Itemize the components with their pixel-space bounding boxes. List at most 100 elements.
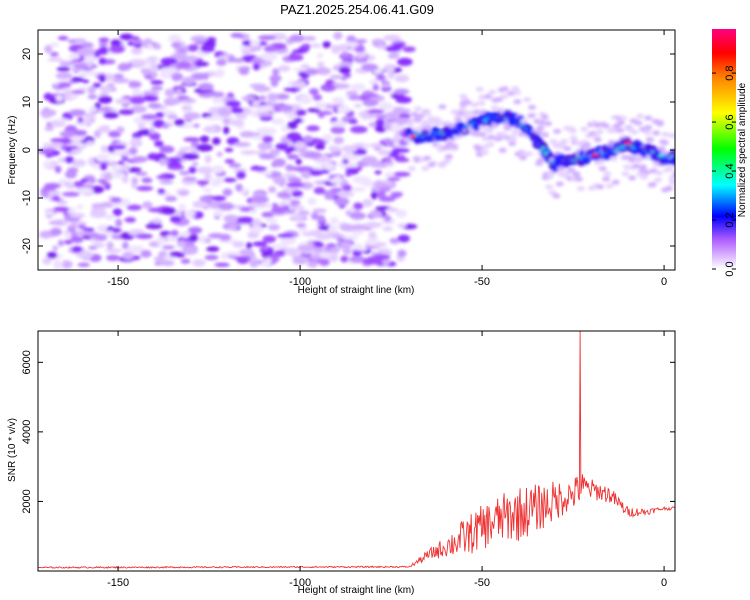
spectrogram-cell: [49, 42, 60, 47]
y-tick-label: -20: [21, 238, 33, 254]
spectrogram-cell: [155, 111, 165, 118]
spectrogram-cell: [457, 110, 466, 116]
spectrogram-cell: [423, 125, 432, 131]
spectrogram-cell: [82, 79, 90, 84]
spectrogram-cell: [250, 59, 268, 64]
spectrogram-cell: [167, 157, 182, 162]
spectrogram-cell: [376, 74, 386, 81]
spectrogram-cell: [346, 35, 356, 43]
spectrogram-cell: [73, 129, 88, 136]
spectrogram-cell: [212, 195, 227, 202]
spectrogram-cell: [384, 171, 395, 179]
spectrogram-cell: [61, 191, 80, 197]
spectrogram-cell: [421, 165, 430, 171]
spectrogram-cell: [122, 241, 129, 250]
spectrogram-cell: [395, 157, 410, 163]
spectrogram-cell: [107, 159, 116, 164]
spectrogram-cell: [258, 35, 276, 41]
x-tick-label: -150: [107, 276, 129, 288]
spectrogram-cell: [83, 174, 95, 181]
spectrogram-cell: [393, 88, 410, 95]
spectrogram-cell: [513, 90, 522, 96]
spectrogram-cell: [76, 204, 84, 210]
spectrogram-cell: [204, 172, 212, 182]
spectrogram-cell: [42, 160, 52, 168]
spectrogram-blobs: [38, 31, 675, 269]
spectrogram-cell: [307, 261, 318, 268]
spectrogram-cell: [340, 76, 348, 81]
spectrogram-cell: [287, 80, 295, 86]
spectrogram-cell: [389, 238, 399, 244]
spectrogram-cell: [206, 246, 220, 252]
spectrogram-cell: [229, 119, 245, 126]
spectrogram-cell: [183, 210, 194, 218]
spectrogram-cell: [280, 236, 297, 245]
spectrogram-cell: [170, 229, 179, 237]
spectrogram-cell: [330, 217, 339, 225]
spectrogram-cell: [296, 223, 307, 228]
spectrogram-cell: [287, 121, 298, 130]
spectrogram-cell: [369, 79, 379, 86]
spectrogram-cell: [231, 107, 244, 114]
spectrogram-cell: [316, 61, 325, 68]
spectrogram-cell: [644, 125, 653, 131]
spectrogram-cell: [216, 58, 227, 67]
spectrogram-cell: [57, 239, 65, 247]
spectrogram-cell: [44, 210, 54, 216]
spectrogram-cell: [142, 90, 160, 97]
spectrogram-cell: [536, 157, 545, 163]
spectrogram-cell: [77, 262, 90, 267]
spectrogram-cell: [263, 46, 277, 51]
spectrogram-ylabel: Frequency (Hz): [7, 116, 18, 185]
spectrogram-cell: [390, 192, 402, 199]
spectrogram-cell: [258, 95, 267, 101]
spectrogram-cell: [161, 245, 175, 250]
spectrogram-cell: [500, 93, 509, 99]
spectrogram-cell: [273, 44, 287, 49]
spectrogram-cell: [234, 255, 252, 262]
spectrogram-cell: [203, 197, 213, 204]
spectrogram-cell: [301, 170, 311, 179]
spectrogram-cell: [196, 166, 214, 174]
spectrogram-cell: [200, 72, 210, 80]
spectrogram-cell: [126, 204, 142, 211]
spectrogram-cell: [331, 44, 342, 54]
y-tick-label: 6000: [21, 350, 33, 374]
spectrogram-cell: [130, 105, 147, 114]
spectrogram-cell: [59, 61, 74, 67]
spectrogram-cell: [231, 58, 245, 63]
spectrogram-cell: [48, 190, 61, 197]
spectrogram-cell: [235, 113, 247, 120]
spectrogram-cell: [190, 35, 208, 43]
spectrogram-cell: [341, 145, 358, 153]
spectrogram-cell: [272, 243, 286, 249]
spectrogram-cell: [503, 125, 512, 131]
spectrogram-cell: [314, 138, 323, 144]
spectrogram-cell: [261, 211, 275, 218]
spectrogram-cell: [513, 99, 522, 105]
spectrogram-cell: [556, 166, 565, 172]
spectrogram-cell: [452, 134, 461, 140]
spectrogram-cell: [53, 206, 70, 212]
spectrogram-cell: [450, 143, 459, 149]
spectrogram-cell: [385, 66, 395, 74]
spectrogram-cell: [330, 187, 343, 192]
spectrogram-cell: [65, 147, 72, 153]
spectrogram-cell: [194, 61, 210, 67]
spectrogram-cell: [159, 179, 174, 185]
spectrogram-cell: [99, 162, 108, 171]
spectrogram-cell: [194, 40, 205, 46]
spectrogram-cell: [576, 186, 585, 192]
spectrogram-cell: [121, 163, 130, 172]
spectrogram-cell: [393, 171, 411, 177]
spectrogram-cell: [525, 151, 534, 157]
spectrogram-cell: [126, 167, 142, 173]
spectrogram-cell: [540, 114, 549, 120]
spectrogram-cell: [294, 80, 307, 89]
spectrogram-cell: [160, 57, 178, 66]
spectrogram-cell: [414, 106, 423, 112]
spectrogram-cell: [306, 125, 320, 132]
spectrogram-cell: [349, 255, 366, 264]
spectrogram-cell: [475, 86, 484, 92]
spectrogram-cell: [93, 242, 105, 248]
